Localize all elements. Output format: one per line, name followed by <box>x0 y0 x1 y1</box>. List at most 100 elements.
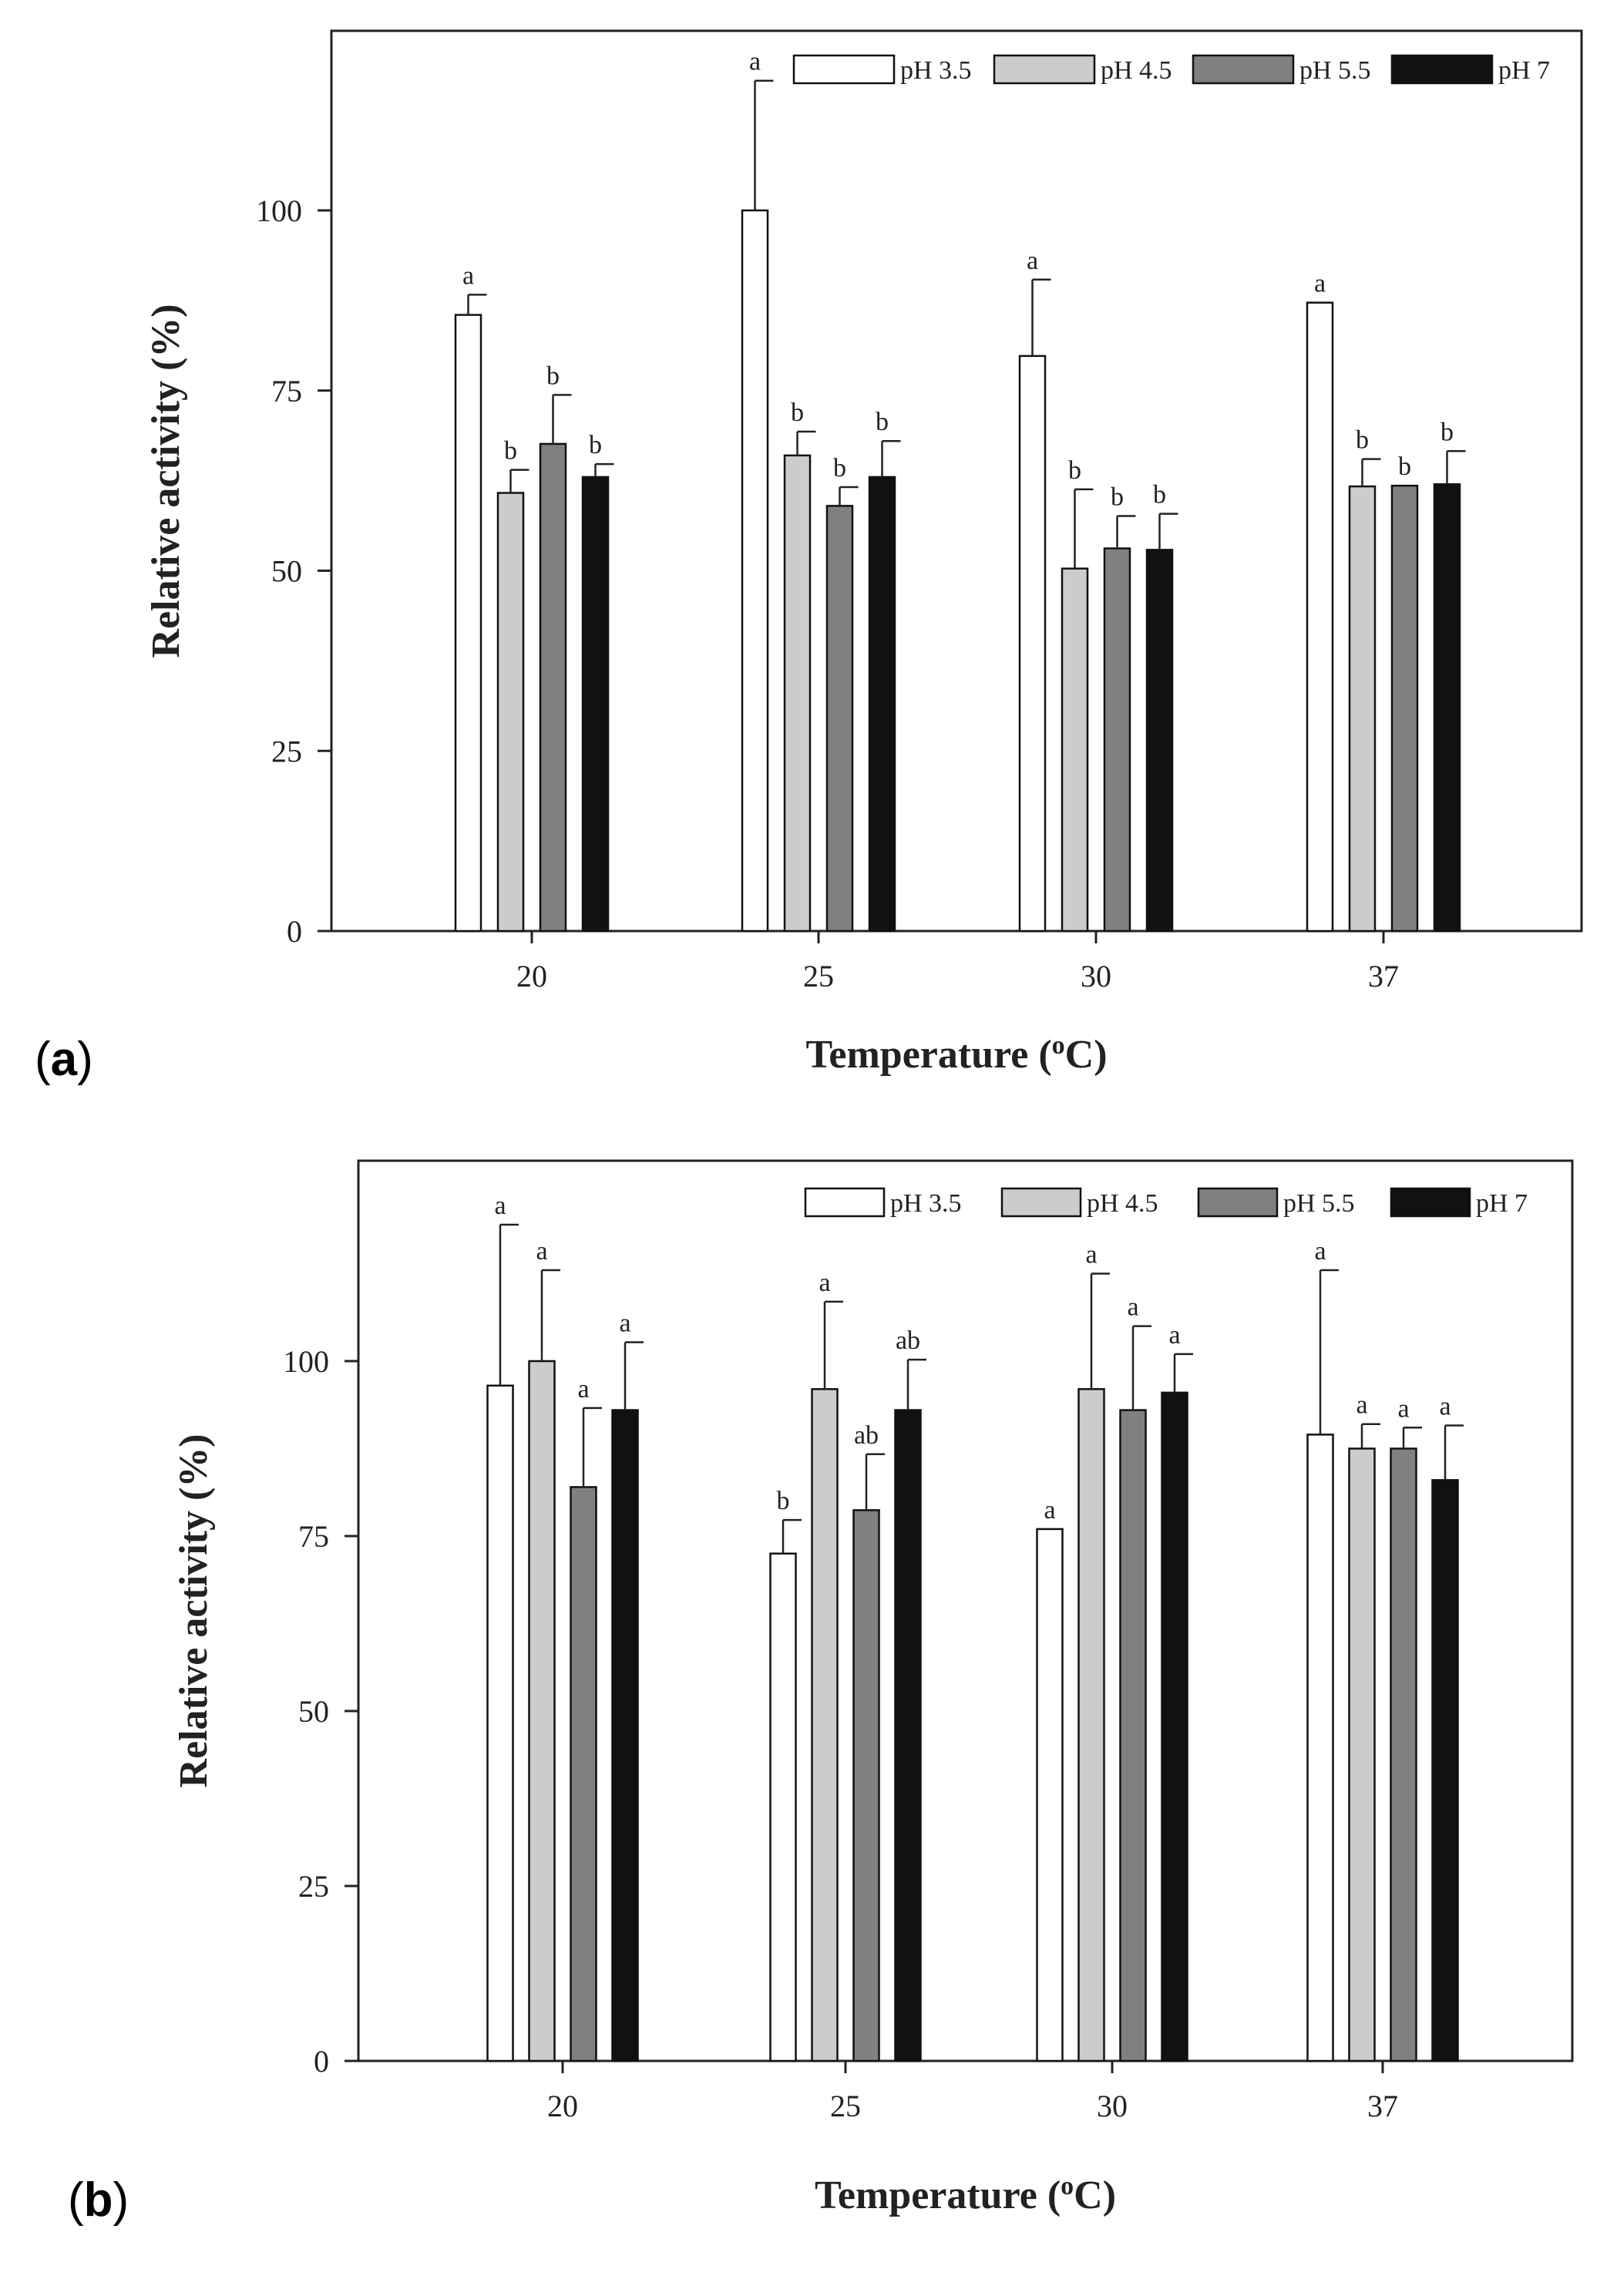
significance-label: b <box>1111 482 1124 511</box>
legend-label: pH 3.5 <box>900 56 972 85</box>
significance-label: b <box>589 431 602 459</box>
significance-label: a <box>462 261 474 290</box>
bar <box>1036 1528 1064 2062</box>
significance-label: a <box>619 1309 630 1337</box>
significance-label: a <box>1439 1393 1451 1421</box>
legend-swatch <box>1192 54 1295 85</box>
legend-label: pH 7 <box>1476 1189 1528 1218</box>
significance-label: ab <box>854 1421 879 1450</box>
bar <box>528 1360 556 2062</box>
x-axis-title: Temperature (oC) <box>815 2172 1116 2217</box>
significance-label: a <box>819 1269 830 1297</box>
significance-label: b <box>1153 481 1166 509</box>
panel-label: (a) <box>35 1033 93 1086</box>
significance-label: a <box>749 48 761 76</box>
legend-swatch <box>1390 54 1494 85</box>
bar <box>1390 484 1419 933</box>
bar <box>1061 567 1089 933</box>
legend-label: pH 4.5 <box>1101 56 1172 85</box>
y-tick-label: 50 <box>298 1694 329 1729</box>
legend-swatch <box>804 1187 886 1218</box>
x-tick-label: 37 <box>1368 959 1399 993</box>
legend-swatch <box>993 54 1096 85</box>
y-tick-label: 75 <box>298 1519 329 1554</box>
bar <box>825 505 854 933</box>
bar <box>1433 483 1461 933</box>
bar <box>1103 547 1131 933</box>
bar <box>741 209 769 933</box>
bar <box>1306 301 1334 933</box>
significance-label: a <box>1314 270 1326 298</box>
panel-label: (b) <box>68 2173 129 2227</box>
legend-swatch <box>1390 1187 1471 1218</box>
y-tick-label: 100 <box>283 1344 329 1379</box>
significance-label: a <box>1127 1293 1138 1322</box>
significance-label: b <box>1356 426 1369 455</box>
bar <box>852 1509 880 2062</box>
bar <box>1431 1479 1459 2062</box>
bar <box>1145 549 1174 933</box>
x-axis-title: Temperature (oC) <box>805 1031 1107 1077</box>
bar <box>1018 355 1047 933</box>
legend-label: pH 5.5 <box>1283 1189 1355 1218</box>
y-tick-label: 25 <box>298 1869 329 1904</box>
bar <box>1119 1409 1147 2062</box>
bar <box>769 1552 797 2062</box>
y-axis-title: Relative activity (%) <box>172 1434 216 1787</box>
significance-label: b <box>791 398 804 427</box>
significance-label: a <box>1027 247 1038 275</box>
bar <box>868 476 896 933</box>
significance-label: b <box>1068 456 1081 485</box>
bar <box>1161 1391 1188 2062</box>
bar <box>1348 485 1377 933</box>
significance-label: a <box>1314 1237 1326 1266</box>
y-tick-label: 0 <box>314 2044 329 2079</box>
y-tick-label: 50 <box>271 554 302 589</box>
bar <box>539 442 567 933</box>
legend-swatch <box>792 54 896 85</box>
bar <box>581 476 610 933</box>
bar <box>1077 1388 1105 2062</box>
significance-label: b <box>876 408 889 436</box>
significance-label: a <box>1356 1391 1367 1420</box>
x-tick-label: 30 <box>1081 959 1111 993</box>
bar <box>611 1409 639 2062</box>
significance-label: b <box>546 361 560 390</box>
x-tick-label: 25 <box>830 2089 861 2123</box>
legend-label: pH 7 <box>1498 56 1550 85</box>
bar <box>811 1388 839 2062</box>
y-tick-label: 25 <box>271 734 302 768</box>
bar <box>1348 1447 1376 2062</box>
bar <box>1306 1434 1334 2062</box>
significance-label: b <box>504 437 517 466</box>
significance-label: b <box>1398 452 1411 481</box>
y-tick-label: 0 <box>287 914 302 949</box>
significance-label: b <box>833 454 846 482</box>
legend-swatch <box>1000 1187 1082 1218</box>
significance-label: a <box>1085 1241 1097 1269</box>
significance-label: a <box>494 1192 506 1220</box>
bar <box>1390 1447 1417 2062</box>
significance-label: a <box>1397 1394 1409 1423</box>
legend-label: pH 5.5 <box>1299 56 1371 85</box>
x-tick-label: 30 <box>1097 2089 1128 2123</box>
y-tick-label: 100 <box>256 193 302 228</box>
bar <box>894 1409 922 2062</box>
significance-label: a <box>536 1237 547 1266</box>
x-tick-label: 20 <box>547 2089 578 2123</box>
y-axis-title: Relative activity (%) <box>144 304 188 657</box>
significance-label: b <box>777 1487 790 1515</box>
bar <box>783 454 812 933</box>
bar <box>570 1486 597 2062</box>
x-tick-label: 20 <box>516 959 547 993</box>
significance-label: ab <box>896 1326 920 1355</box>
x-tick-label: 25 <box>803 959 834 993</box>
significance-label: b <box>1441 418 1454 446</box>
significance-label: a <box>1168 1321 1180 1350</box>
legend-label: pH 4.5 <box>1087 1189 1158 1218</box>
bar <box>486 1384 514 2062</box>
significance-label: a <box>577 1375 589 1403</box>
